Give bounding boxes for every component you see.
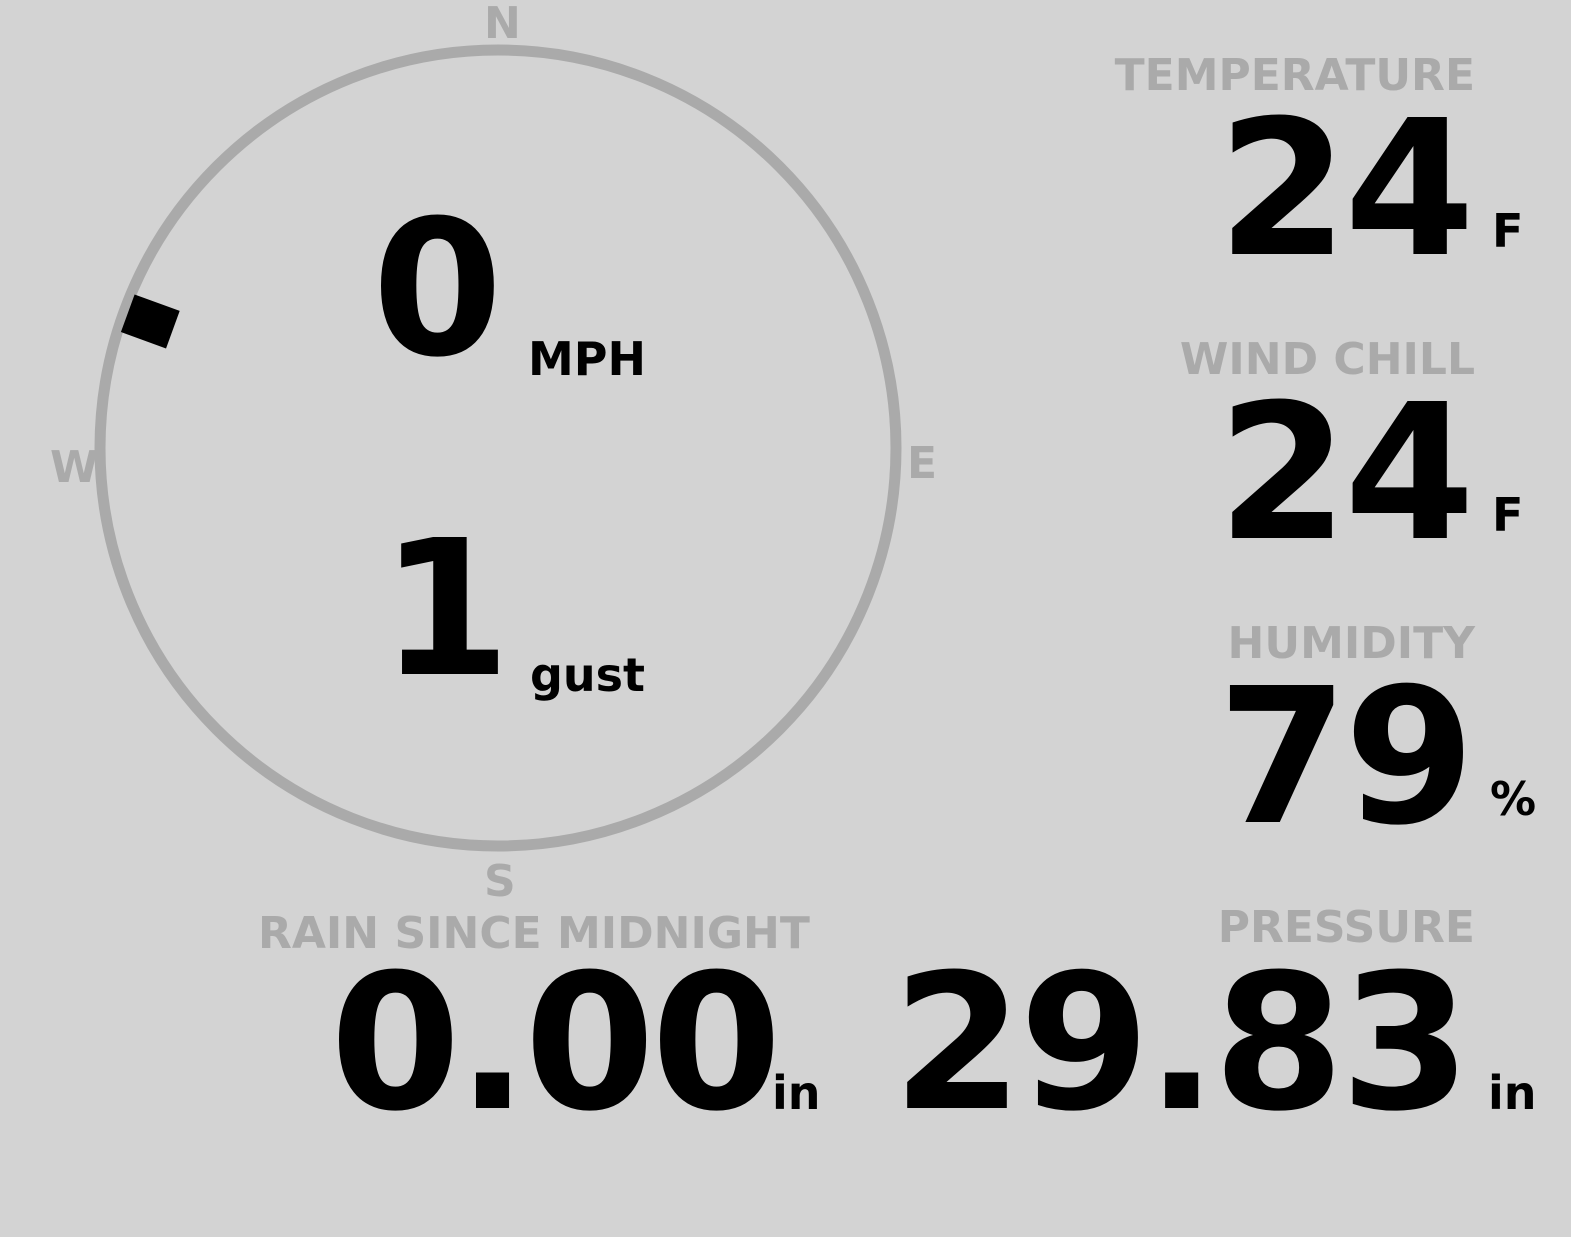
- pressure-unit: in: [1488, 1066, 1537, 1120]
- wind-speed-unit: MPH: [528, 332, 646, 386]
- humidity-label: HUMIDITY: [1227, 618, 1475, 669]
- humidity-unit: %: [1490, 772, 1537, 826]
- wind-chill-value: 24: [1217, 364, 1475, 583]
- wind-chill-label: WIND CHILL: [1179, 334, 1475, 385]
- wind-gust-value: 1: [380, 500, 511, 719]
- rain-label: RAIN SINCE MIDNIGHT: [258, 908, 810, 959]
- rain-unit: in: [772, 1066, 821, 1120]
- compass-east-label: E: [907, 438, 938, 489]
- wind-gust-unit: gust: [530, 648, 646, 702]
- temperature-label: TEMPERATURE: [1114, 50, 1475, 101]
- humidity-value: 79: [1217, 648, 1475, 867]
- temperature-value: 24: [1217, 80, 1475, 299]
- pressure-value: 29.83: [892, 934, 1471, 1153]
- compass-ring: [94, 44, 902, 852]
- rain-value: 0.00: [330, 934, 782, 1153]
- wind-speed-value: 0: [372, 180, 503, 399]
- temperature-unit: F: [1492, 204, 1524, 258]
- compass-north-label: N: [484, 0, 521, 49]
- compass-south-label: S: [484, 856, 516, 907]
- wind-direction-marker: [120, 294, 180, 349]
- compass-west-label: W: [50, 442, 99, 493]
- pressure-label: PRESSURE: [1217, 902, 1475, 953]
- wind-chill-unit: F: [1492, 488, 1524, 542]
